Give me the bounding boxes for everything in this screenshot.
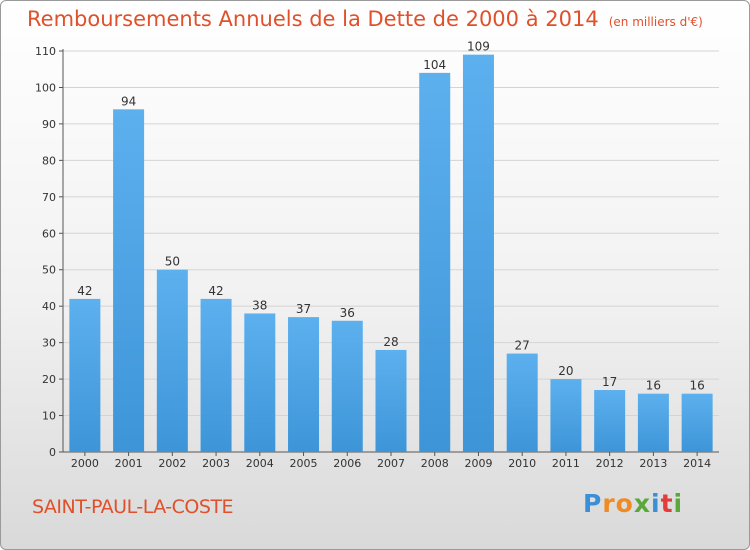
bar-value-label: 94 [121,94,136,108]
bar-value-label: 16 [646,379,661,393]
bar-value-label: 37 [296,302,311,316]
brand-logo-letter: P [583,489,603,518]
x-tick-label: 2010 [508,457,536,470]
y-tick-label: 70 [42,191,56,204]
bar-value-label: 42 [208,284,223,298]
x-tick-label: 2002 [158,457,186,470]
x-tick-label: 2004 [246,457,274,470]
brand-logo-letter: o [615,489,634,518]
x-tick-label: 2003 [202,457,230,470]
bar [244,313,276,452]
brand-logo: Proxiti [583,489,683,518]
bar [156,269,188,452]
x-tick-label: 2008 [421,457,449,470]
bar [200,298,232,452]
x-tick-label: 2013 [639,457,667,470]
data-labels: 42 94 50 42 38 37 36 28 104 109 27 20 17 16 16 [77,40,705,393]
y-tick-label: 100 [35,81,56,94]
axes: 0 10 20 30 40 50 60 70 80 90 100 110 2000 2001 2002 200… [35,45,719,470]
bar [288,317,320,452]
y-tick-label: 40 [42,300,56,313]
bar-value-label: 27 [515,339,530,353]
y-tick-label: 50 [42,264,56,277]
y-tick-label: 60 [42,227,56,240]
bars [69,54,713,453]
brand-logo-letter: t [660,489,674,518]
y-tick-label: 110 [35,45,56,58]
x-tick-label: 2000 [71,457,99,470]
y-tick-label: 80 [42,154,56,167]
chart-title: Remboursements Annuels de la Dette de 20… [27,7,599,31]
bar [462,54,494,453]
bar-value-label: 36 [340,306,355,320]
bar-value-label: 38 [252,298,267,312]
y-tick-label: 0 [49,446,56,459]
bar [637,393,669,452]
bar-value-label: 16 [689,379,704,393]
bar [550,379,582,452]
commune-name: SAINT-PAUL-LA-COSTE [32,496,234,518]
y-tick-label: 90 [42,118,56,131]
bar-value-label: 109 [467,40,490,54]
bar-value-label: 104 [423,58,446,72]
bar [375,349,407,452]
brand-logo-letter: i [673,489,684,518]
bar [113,109,145,452]
x-tick-label: 2012 [596,457,624,470]
bar-value-label: 17 [602,375,617,389]
brand-logo-letter: i [651,489,661,518]
brand-logo-letter: x [633,489,651,518]
bar-value-label: 28 [383,335,398,349]
x-tick-label: 2005 [290,457,318,470]
y-tick-label: 20 [42,373,56,386]
x-tick-label: 2011 [552,457,580,470]
bar-value-label: 50 [165,255,180,269]
bar [681,393,713,452]
chart-unit-label: (en milliers d'€) [608,15,703,29]
x-tick-label: 2006 [333,457,361,470]
bar [331,320,363,452]
title-row: Remboursements Annuels de la Dette de 20… [27,7,703,31]
bar [419,72,451,452]
x-tick-label: 2007 [377,457,405,470]
bar-value-label: 42 [77,284,92,298]
brand-logo-letter: r [602,489,616,518]
y-tick-label: 10 [42,410,56,423]
x-tick-label: 2009 [464,457,492,470]
x-tick-label: 2001 [115,457,143,470]
bar-value-label: 20 [558,364,573,378]
bar [506,353,538,452]
bar [69,298,101,452]
x-tick-label: 2014 [683,457,711,470]
bar [594,390,626,452]
y-tick-label: 30 [42,337,56,350]
